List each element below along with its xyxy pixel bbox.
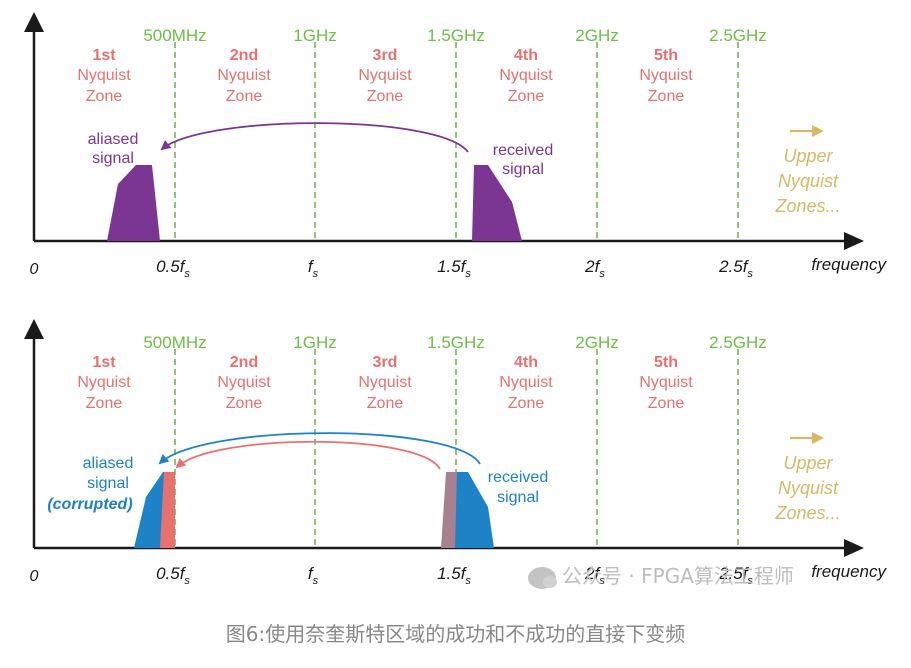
top-x-axis-arrow bbox=[844, 232, 864, 250]
wechat-icon bbox=[528, 566, 557, 589]
bottom-axis-xlabel: frequency bbox=[811, 562, 887, 581]
top-zone-line: Zone bbox=[367, 88, 404, 105]
top-upper-zones-label: Zones... bbox=[774, 196, 840, 216]
bottom-zone-ordinal: 5th bbox=[654, 354, 678, 371]
aliased-overlap-shape bbox=[160, 472, 175, 548]
alias-arrow-blue bbox=[158, 432, 481, 465]
bottom-zone-line: Zone bbox=[648, 395, 685, 412]
received-signal-label: received bbox=[488, 469, 548, 486]
bottom-frequency-label: 1.5GHz bbox=[427, 333, 485, 352]
bottom-zone-line: Nyquist bbox=[217, 374, 271, 391]
aliased-signal-label: signal bbox=[87, 475, 129, 492]
received-signal-label: received bbox=[493, 142, 553, 159]
top-zone-line: Nyquist bbox=[358, 67, 412, 84]
bottom-frequency-label: 500MHz bbox=[143, 333, 206, 352]
top-axis-tick-label: 2fs bbox=[584, 257, 605, 280]
top-axis-origin-label: 0 bbox=[30, 261, 39, 278]
top-zone-line: Nyquist bbox=[639, 67, 693, 84]
top-frequency-label: 2.5GHz bbox=[709, 26, 767, 45]
bottom-y-axis-arrow bbox=[24, 319, 44, 339]
top-zone-line: Zone bbox=[226, 88, 263, 105]
top-zone-line: Zone bbox=[648, 88, 685, 105]
top-axis-xlabel: frequency bbox=[811, 255, 887, 274]
bottom-zone-line: Nyquist bbox=[499, 374, 553, 391]
top-axis-tick-label: 2.5fs bbox=[718, 257, 753, 280]
top-axis-tick-label: 0.5fs bbox=[156, 257, 190, 280]
watermark: 公众号 · FPGA算法工程师 bbox=[528, 560, 794, 589]
bottom-zone-ordinal: 2nd bbox=[230, 354, 258, 371]
figure-caption: 图6:使用奈奎斯特区域的成功和不成功的直接下变频 bbox=[225, 622, 686, 646]
watermark-text: 公众号 · FPGA算法工程师 bbox=[562, 564, 794, 588]
top-zone-line: Nyquist bbox=[499, 67, 553, 84]
top-frequency-label: 1.5GHz bbox=[427, 26, 485, 45]
top-zone-line: Zone bbox=[86, 88, 123, 105]
top-zone-ordinal: 4th bbox=[514, 47, 538, 64]
bottom-frequency-label: 2.5GHz bbox=[709, 333, 767, 352]
bottom-x-axis-arrow bbox=[844, 539, 864, 557]
bottom-zone-ordinal: 1st bbox=[92, 354, 116, 371]
top-frequency-label: 1GHz bbox=[293, 26, 336, 45]
top-frequency-label: 2GHz bbox=[575, 26, 618, 45]
bottom-zone-ordinal: 3rd bbox=[373, 354, 398, 371]
bottom-axis-origin-label: 0 bbox=[30, 568, 39, 585]
aliased-signal-corrupted-label: (corrupted) bbox=[47, 496, 132, 513]
top-axis-tick-label: 1.5fs bbox=[437, 257, 471, 280]
top-frequency-label: 500MHz bbox=[143, 26, 206, 45]
bottom-upper-zones-label: Upper bbox=[783, 453, 833, 473]
top-upper-zones-label: Nyquist bbox=[778, 171, 839, 191]
bottom-frequency-label: 1GHz bbox=[293, 333, 336, 352]
alias-arrow-red bbox=[175, 440, 441, 470]
bottom-zone-line: Zone bbox=[226, 395, 263, 412]
top-y-axis-arrow bbox=[24, 12, 44, 32]
top-zone-ordinal: 3rd bbox=[373, 47, 398, 64]
top-zone-line: Nyquist bbox=[217, 67, 271, 84]
bottom-zone-line: Zone bbox=[86, 395, 123, 412]
aliased-signal-label: aliased bbox=[83, 455, 134, 472]
top-panel: 500MHz 1GHz 1.5GHz 2GHz 2.5GHz 1st Nyquist Zone… bbox=[24, 12, 887, 280]
bottom-axis-tick-label: 2fs bbox=[584, 564, 605, 587]
bottom-zone-line: Zone bbox=[367, 395, 404, 412]
aliased-signal-label: signal bbox=[92, 150, 134, 167]
aliased-signal-label: aliased bbox=[88, 131, 139, 148]
bottom-zone-ordinal: 4th bbox=[514, 354, 538, 371]
bottom-axis-tick-label: 1.5fs bbox=[437, 564, 471, 587]
bottom-zone-line: Nyquist bbox=[77, 374, 131, 391]
top-axis-tick-label: fs bbox=[308, 257, 319, 280]
top-upper-zones-label: Upper bbox=[783, 146, 833, 166]
bottom-frequency-label: 2GHz bbox=[575, 333, 618, 352]
bottom-upper-zones-label: Nyquist bbox=[778, 478, 839, 498]
bottom-upper-zones-arrow-head bbox=[812, 432, 824, 444]
received-overlap-shape bbox=[441, 472, 458, 548]
bottom-zone-line: Nyquist bbox=[358, 374, 412, 391]
received-signal-shape bbox=[472, 165, 522, 241]
bottom-axis-tick-label: fs bbox=[308, 564, 319, 587]
bottom-upper-zones-label: Zones... bbox=[774, 503, 840, 523]
top-zone-ordinal: 5th bbox=[654, 47, 678, 64]
top-zone-line: Zone bbox=[508, 88, 545, 105]
top-upper-zones-arrow-head bbox=[812, 125, 824, 137]
top-zone-ordinal: 1st bbox=[92, 47, 116, 64]
alias-arrow bbox=[160, 122, 469, 153]
bottom-axis-tick-label: 2.5fs bbox=[718, 564, 753, 587]
bottom-axis-tick-label: 0.5fs bbox=[156, 564, 190, 587]
bottom-panel: 500MHz 1GHz 1.5GHz 2GHz 2.5GHz 1st Nyquist Zone… bbox=[24, 319, 887, 587]
received-signal-shape bbox=[455, 472, 494, 548]
bottom-zone-line: Nyquist bbox=[639, 374, 693, 391]
received-signal-label: signal bbox=[497, 489, 539, 506]
bottom-zone-line: Zone bbox=[508, 395, 545, 412]
top-zone-line: Nyquist bbox=[77, 67, 131, 84]
top-zone-ordinal: 2nd bbox=[230, 47, 258, 64]
received-signal-label: signal bbox=[502, 161, 544, 178]
aliased-signal-shape bbox=[107, 165, 160, 241]
